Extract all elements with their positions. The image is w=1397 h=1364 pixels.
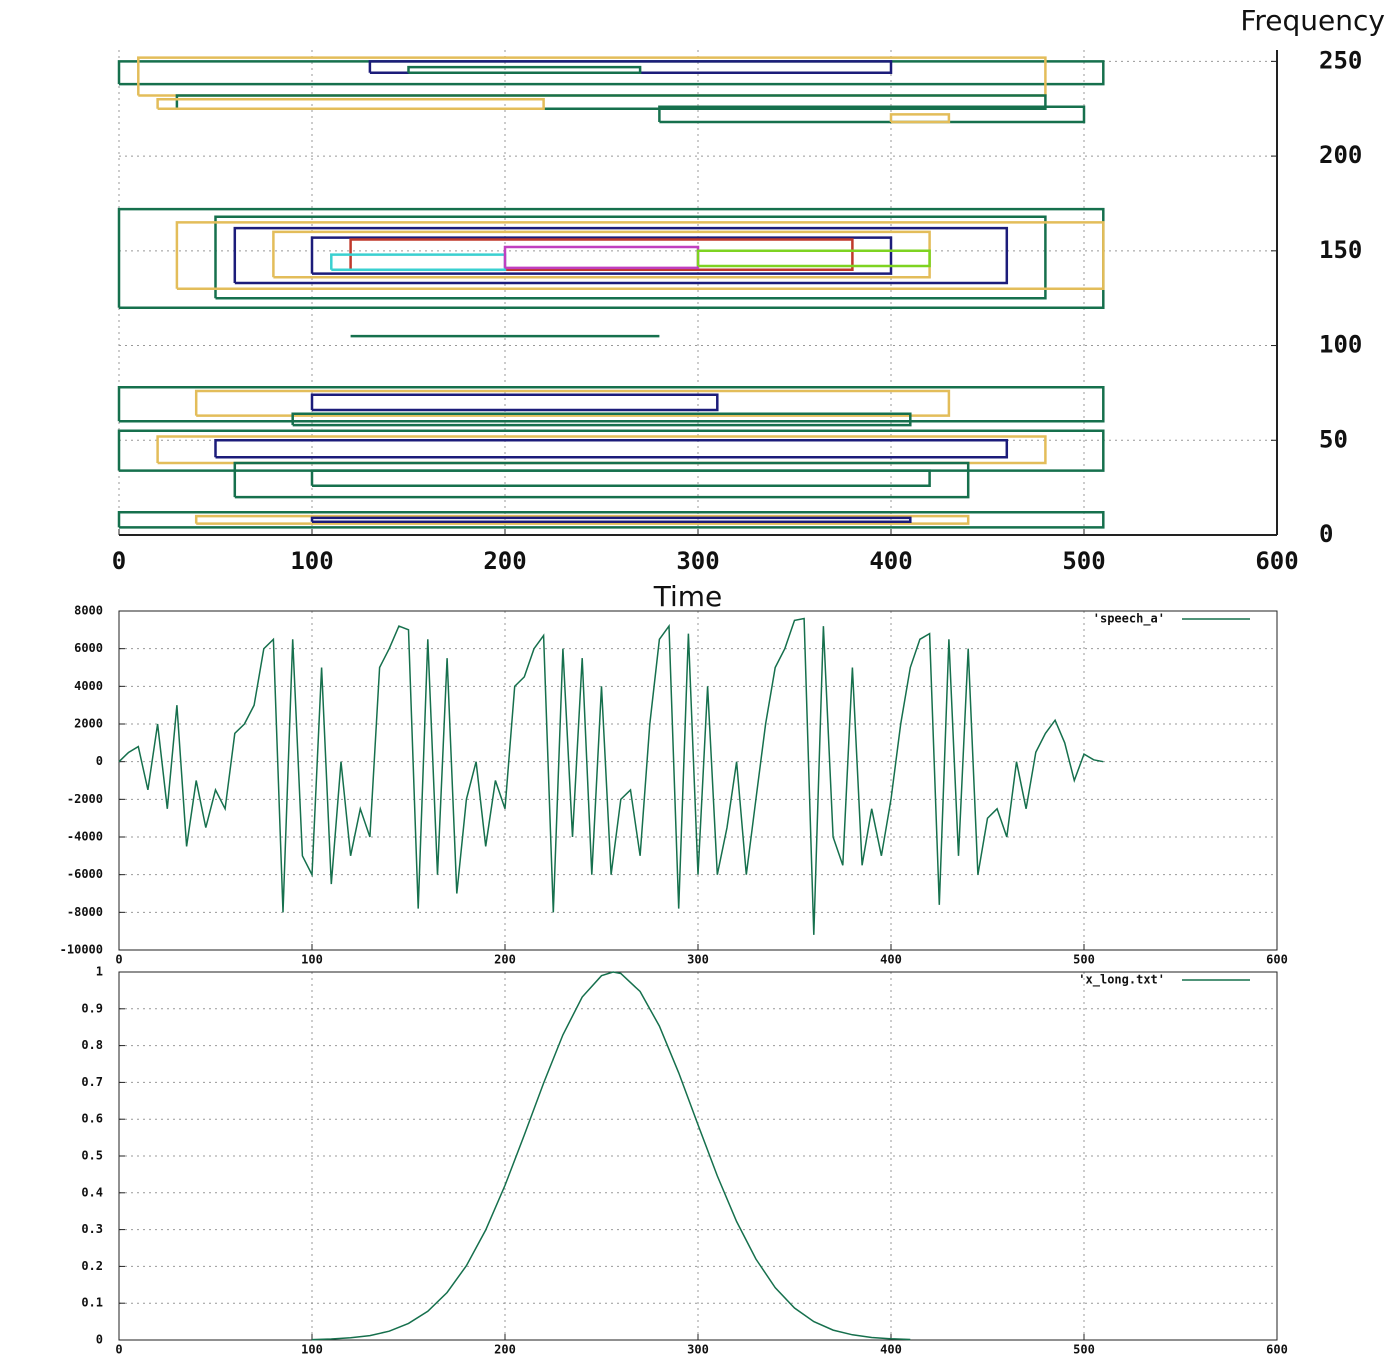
y-tick-label: 0.4 (81, 1185, 103, 1199)
contour-line (233, 226, 1009, 285)
x-tick-label: 300 (687, 1343, 709, 1357)
contour-line (194, 389, 951, 417)
x-tick-label: 500 (1073, 1343, 1095, 1357)
y-tick-label: -2000 (67, 792, 103, 806)
x-tick-label: 0 (115, 1343, 122, 1357)
contour-line (696, 249, 931, 268)
contour-line (137, 56, 1047, 97)
y-tick-label: 6000 (74, 641, 103, 655)
y-tick-label: -10000 (60, 943, 103, 957)
contour-line (194, 514, 970, 525)
x-tick-label: 100 (301, 953, 323, 967)
contour-line (310, 469, 931, 487)
y-tick-label: 1 (96, 965, 103, 979)
x-tick-label: 400 (880, 953, 902, 967)
y-tick-label: 0.9 (81, 1001, 103, 1015)
x-tick-label: 0 (115, 953, 122, 967)
contour-line (310, 516, 912, 523)
y-tick-label: 0.3 (81, 1222, 103, 1236)
contour-line (889, 113, 951, 124)
contour-line (310, 236, 893, 275)
x-tick-label: 200 (494, 1343, 516, 1357)
y-tick-label: -6000 (67, 867, 103, 881)
contour-line (368, 60, 893, 74)
x-tick-label: 400 (880, 1343, 902, 1357)
y-tick-label: 0.8 (81, 1038, 103, 1052)
x-tick-label: 400 (869, 547, 912, 575)
y-tick-label: 0.2 (81, 1259, 103, 1273)
x-tick-label: 0 (112, 547, 126, 575)
x-tick-label: 500 (1062, 547, 1105, 575)
y-tick-label: 0.5 (81, 1149, 103, 1163)
contour-line (407, 65, 642, 74)
y-tick-label: -4000 (67, 830, 103, 844)
contour-line (175, 221, 1105, 290)
contour-line (117, 60, 1105, 86)
legend-label: 'x_long.txt' (1078, 973, 1165, 988)
contour-line (214, 439, 1009, 459)
y-tick-label: 8000 (74, 604, 103, 618)
x-tick-label: 300 (676, 547, 719, 575)
x-axis-label: Time (653, 580, 723, 613)
x-tick-label: 600 (1266, 953, 1288, 967)
contour-line (214, 215, 1047, 300)
y-tick-label: 0.7 (81, 1075, 103, 1089)
x-tick-label: 200 (494, 953, 516, 967)
y-tick-label: 0 (96, 1333, 103, 1347)
y-tick-label: 0.1 (81, 1296, 103, 1310)
contour-line (117, 511, 1105, 529)
x-tick-label: 100 (301, 1343, 323, 1357)
y-tick-label: -8000 (67, 905, 103, 919)
y-tick-label: 0 (1319, 520, 1333, 548)
contour-line (117, 207, 1105, 309)
contour-line (349, 238, 854, 272)
line-series (118, 617, 1104, 935)
x-tick-label: 300 (687, 953, 709, 967)
contour-line (272, 230, 931, 279)
y-tick-label: 200 (1319, 141, 1362, 169)
legend-label: 'speech_a' (1093, 612, 1165, 627)
x-tick-label: 200 (483, 547, 526, 575)
contour-line (233, 461, 970, 499)
y-tick-label: 100 (1319, 331, 1362, 359)
y-tick-label: 0.6 (81, 1112, 103, 1126)
y-tick-label: 2000 (74, 717, 103, 731)
y-tick-label: 0 (96, 754, 103, 768)
axis-title: Frequency (1240, 4, 1385, 37)
plot-frame (118, 971, 1278, 1341)
line-series (311, 971, 911, 1341)
contour-line (117, 385, 1105, 423)
contour-line (156, 98, 545, 110)
y-tick-label: 150 (1319, 236, 1362, 264)
y-tick-label: 50 (1319, 425, 1348, 453)
x-tick-label: 600 (1266, 1343, 1288, 1357)
contour-line (503, 245, 700, 270)
x-tick-label: 100 (290, 547, 333, 575)
x-tick-label: 500 (1073, 953, 1095, 967)
contour-line (310, 393, 719, 412)
x-tick-label: 600 (1255, 547, 1298, 575)
y-tick-label: 250 (1319, 46, 1362, 74)
contour-line (330, 253, 507, 272)
plot-frame (118, 610, 1278, 951)
y-tick-label: 4000 (74, 679, 103, 693)
contour-line (291, 412, 912, 427)
